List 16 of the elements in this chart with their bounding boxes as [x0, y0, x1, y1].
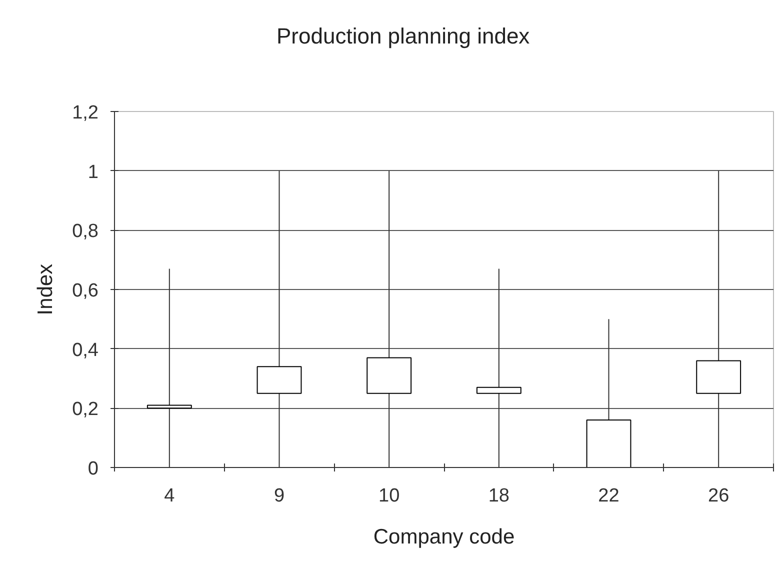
x-tick-label: 10	[378, 486, 400, 506]
x-tick-label: 9	[274, 486, 285, 506]
chart-title: Production planning index	[276, 24, 530, 48]
x-tick-label: 22	[598, 486, 620, 506]
y-tick-label: 1,2	[72, 102, 99, 124]
y-axis-title: Index	[34, 263, 58, 316]
x-tick-label: 18	[488, 486, 510, 506]
y-tick-label: 0,2	[72, 399, 99, 420]
x-axis-title: Company code	[373, 526, 515, 548]
y-tick-label: 0,4	[72, 340, 99, 361]
y-tick-label: 1	[88, 162, 99, 183]
y-tick-label: 0,8	[72, 221, 99, 242]
y-tick-label: 0	[88, 458, 99, 480]
x-tick-label: 26	[708, 486, 730, 506]
y-tick-label: 0,6	[72, 280, 99, 302]
x-tick-label: 4	[164, 486, 176, 506]
